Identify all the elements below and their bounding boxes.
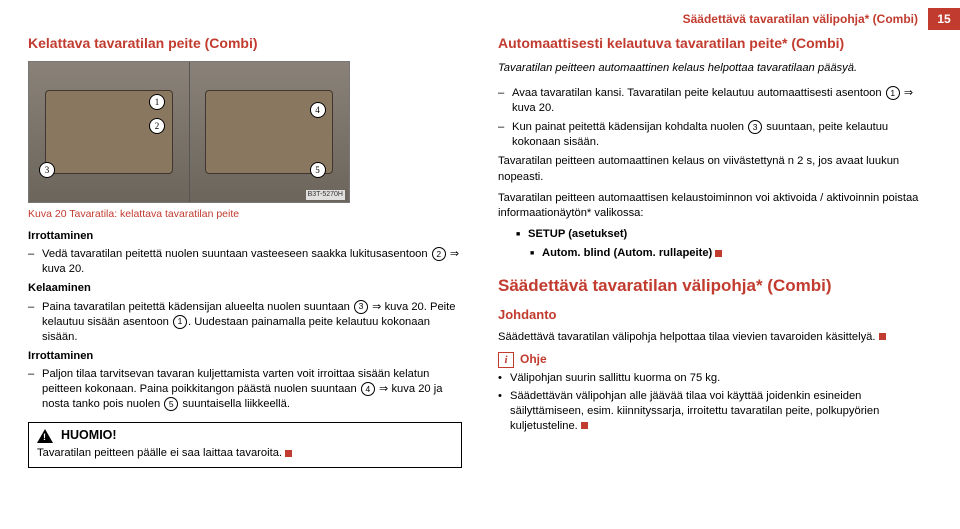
left-column: Kelattava tavaratilan peite (Combi) 1 2 … [0,0,480,529]
note-li2-text: Säädettävän välipohjan alle jäävää tilaa… [510,390,879,432]
callout-1: 1 [149,94,165,110]
sec2-list: Paina tavaratilan peitettä kädensijan al… [28,300,462,345]
figure-caption: Kuva 20 Tavaratila: kelattava tavaratila… [28,207,462,221]
right-intro: Tavaratilan peitteen automaattinen kelau… [498,61,938,76]
sec3-item: Paljon tilaa tarvitsevan tavaran kuljett… [28,367,462,412]
callout-4: 4 [310,102,326,118]
warning-head-text: HUOMIO! [61,427,117,444]
end-square-icon-4 [581,422,588,429]
circled-3a: 3 [354,300,368,314]
right-li2: Kun painat peitettä kädensijan kohdalta … [498,120,938,150]
menu-list: SETUP (asetukset) [516,227,938,242]
sec1-item: Vedä tavaratilan peitettä nuolen suuntaa… [28,247,462,277]
menu-item-setup: SETUP (asetukset) [516,227,938,242]
sec2-item: Paina tavaratilan peitettä kädensijan al… [28,300,462,345]
end-square-icon-2 [715,250,722,257]
right-li1: Avaa tavaratilan kansi. Tavaratilan peit… [498,86,938,116]
menu-sublist: Autom. blind (Autom. rullapeite) [530,246,938,261]
circled-3b: 3 [748,120,762,134]
figure-left-pane: 1 2 3 [29,62,190,202]
left-title: Kelattava tavaratilan peite (Combi) [28,34,462,53]
sec1-head: Irrottaminen [28,229,462,244]
right-sub2: Johdanto [498,306,938,324]
page-number: 15 [928,8,960,30]
end-square-icon [285,450,292,457]
right-column: Automaattisesti kelautuva tavaratilan pe… [480,0,960,529]
right-p3: Säädettävä tavaratilan välipohja helpott… [498,330,938,345]
sec3-c: suuntaisella liikkeellä. [179,398,290,410]
note-head-row: i Ohje [498,351,938,368]
r-li2-a: Kun painat peitettä kädensijan kohdalta … [512,121,747,133]
note-li1: Välipohjan suurin sallittu kuorma on 75 … [498,371,938,386]
warning-body: Tavaratilan peitteen päälle ei saa laitt… [37,446,453,461]
circled-2: 2 [432,247,446,261]
header-title: Säädettävä tavaratilan välipohja* (Combi… [683,11,928,27]
note-head-text: Ohje [520,352,547,366]
right-p3-text: Säädettävä tavaratilan välipohja helpott… [498,331,876,343]
circled-1b: 1 [886,86,900,100]
menu2-text: Autom. blind (Autom. rullapeite) [542,247,712,259]
note-li2: Säädettävän välipohjan alle jäävää tilaa… [498,389,938,434]
info-icon: i [498,352,514,368]
sec2-a: Paina tavaratilan peitettä kädensijan al… [42,301,353,313]
circled-1a: 1 [173,315,187,329]
page-header: Säädettävä tavaratilan välipohja* (Combi… [683,8,960,30]
note-list: Välipohjan suurin sallittu kuorma on 75 … [498,371,938,434]
sec2-head: Kelaaminen [28,281,462,296]
right-p2: Tavaratilan peitteen automaattisen kelau… [498,191,938,221]
warning-icon [37,429,53,443]
sec3-list: Paljon tilaa tarvitsevan tavaran kuljett… [28,367,462,412]
right-h2b: Säädettävä tavaratilan välipohja* (Combi… [498,275,938,298]
end-square-icon-3 [879,333,886,340]
figure-code: B3T-5270H [306,190,345,199]
callout-2: 2 [149,118,165,134]
warning-body-text: Tavaratilan peitteen päälle ei saa laitt… [37,447,282,459]
sec3-head: Irrottaminen [28,349,462,364]
sec1-list: Vedä tavaratilan peitettä nuolen suuntaa… [28,247,462,277]
circled-4: 4 [361,382,375,396]
sec1-text-a: Vedä tavaratilan peitettä nuolen suuntaa… [42,248,431,260]
right-p1: Tavaratilan peitteen automaattinen kelau… [498,154,938,184]
menu-item-blind: Autom. blind (Autom. rullapeite) [530,246,938,261]
callout-3: 3 [39,162,55,178]
right-list: Avaa tavaratilan kansi. Tavaratilan peit… [498,86,938,150]
warning-box: HUOMIO! Tavaratilan peitteen päälle ei s… [28,422,462,468]
figure-right-pane: 4 5 [190,62,350,202]
r-li1-a: Avaa tavaratilan kansi. Tavaratilan peit… [512,87,885,99]
page-root: Säädettävä tavaratilan välipohja* (Combi… [0,0,960,529]
right-title: Automaattisesti kelautuva tavaratilan pe… [498,34,938,53]
circled-5: 5 [164,397,178,411]
warning-head-row: HUOMIO! [37,427,453,444]
figure-20: 1 2 3 4 5 B3T-5270H [28,61,350,203]
callout-5: 5 [310,162,326,178]
